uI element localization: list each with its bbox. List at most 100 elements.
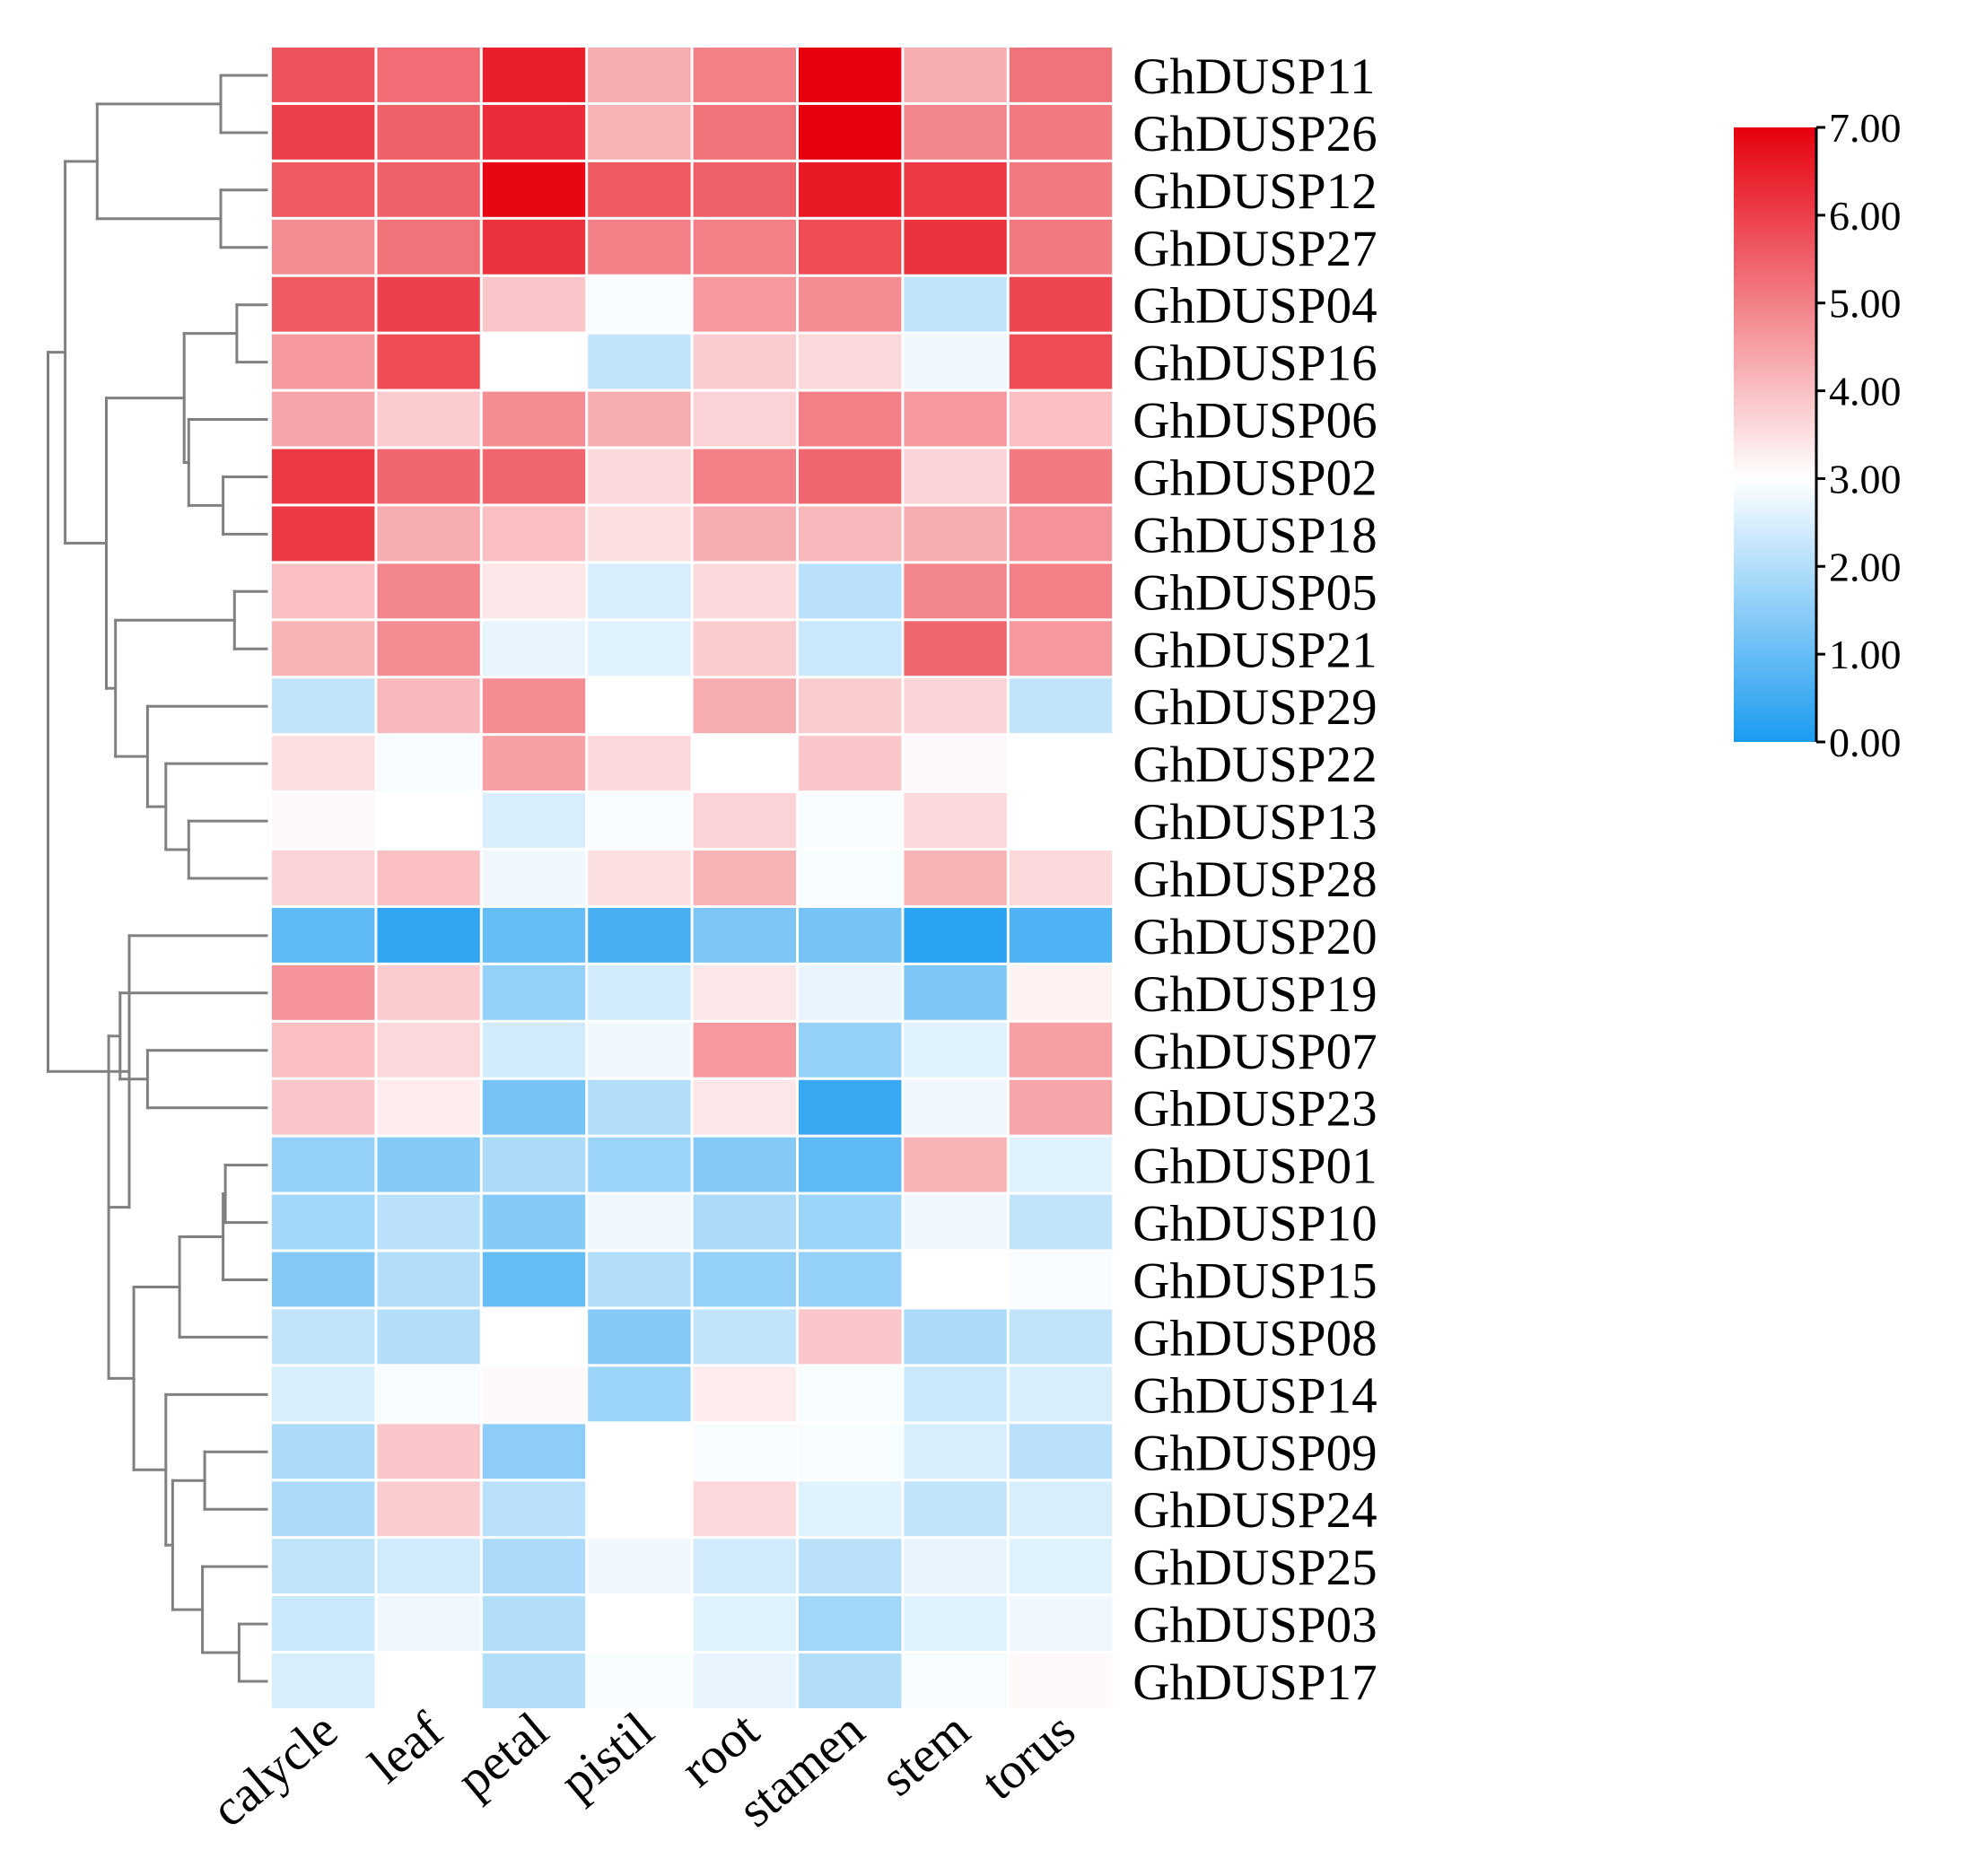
cell-ghdusp18-pistil <box>588 506 691 562</box>
cell-ghdusp29-calycle <box>272 678 375 734</box>
cell-ghdusp27-stamen <box>799 219 902 275</box>
cell-ghdusp22-stamen <box>799 736 902 791</box>
cell-ghdusp14-pistil <box>588 1366 691 1422</box>
cell-ghdusp20-stamen <box>799 907 902 963</box>
cell-ghdusp16-torus <box>1009 334 1113 389</box>
cell-ghdusp12-stem <box>904 161 1007 217</box>
cell-ghdusp24-calycle <box>272 1481 375 1537</box>
cell-ghdusp03-stem <box>904 1596 1007 1652</box>
cell-ghdusp12-stamen <box>799 161 902 217</box>
cell-ghdusp20-root <box>693 907 796 963</box>
cell-ghdusp07-leaf <box>377 1022 480 1078</box>
row-label-ghdusp10: GhDUSP10 <box>1133 1196 1377 1252</box>
cell-ghdusp07-petal <box>482 1022 586 1078</box>
cell-ghdusp01-torus <box>1009 1137 1113 1192</box>
cell-ghdusp02-petal <box>482 449 586 504</box>
cell-ghdusp23-torus <box>1009 1079 1113 1135</box>
cell-ghdusp16-calycle <box>272 334 375 389</box>
colorbar-tick-label-5: 5.00 <box>1829 281 1902 327</box>
cell-ghdusp09-stamen <box>799 1424 902 1479</box>
cell-ghdusp06-stamen <box>799 391 902 447</box>
cell-ghdusp10-calycle <box>272 1194 375 1250</box>
cell-ghdusp25-stamen <box>799 1539 902 1594</box>
cell-ghdusp21-root <box>693 621 796 676</box>
cell-ghdusp04-calycle <box>272 276 375 332</box>
cell-ghdusp21-pistil <box>588 621 691 676</box>
row-label-ghdusp20: GhDUSP20 <box>1133 909 1377 965</box>
col-label-torus: torus <box>971 1702 1086 1811</box>
cell-ghdusp17-root <box>693 1653 796 1708</box>
cell-ghdusp07-stamen <box>799 1022 902 1078</box>
cell-ghdusp27-root <box>693 219 796 275</box>
cell-ghdusp10-stem <box>904 1194 1007 1250</box>
col-label-calycle: calycle <box>201 1702 348 1838</box>
cell-ghdusp20-stem <box>904 907 1007 963</box>
cell-ghdusp07-calycle <box>272 1022 375 1078</box>
cell-ghdusp26-stamen <box>799 104 902 160</box>
cell-ghdusp21-torus <box>1009 621 1113 676</box>
row-label-ghdusp23: GhDUSP23 <box>1133 1081 1377 1138</box>
cell-ghdusp20-pistil <box>588 907 691 963</box>
cell-ghdusp01-leaf <box>377 1137 480 1192</box>
cell-ghdusp05-torus <box>1009 563 1113 619</box>
cell-ghdusp16-stamen <box>799 334 902 389</box>
row-label-ghdusp14: GhDUSP14 <box>1133 1367 1377 1424</box>
cell-ghdusp26-torus <box>1009 104 1113 160</box>
cell-ghdusp23-stem <box>904 1079 1007 1135</box>
row-label-ghdusp18: GhDUSP18 <box>1133 507 1377 563</box>
cell-ghdusp08-pistil <box>588 1309 691 1365</box>
cell-ghdusp15-pistil <box>588 1252 691 1307</box>
cell-ghdusp04-stamen <box>799 276 902 332</box>
cell-ghdusp09-root <box>693 1424 796 1479</box>
row-label-ghdusp01: GhDUSP01 <box>1133 1139 1377 1195</box>
cell-ghdusp02-calycle <box>272 449 375 504</box>
row-label-ghdusp24: GhDUSP24 <box>1133 1482 1377 1539</box>
cell-ghdusp10-root <box>693 1194 796 1250</box>
cell-ghdusp15-torus <box>1009 1252 1113 1307</box>
cell-ghdusp16-leaf <box>377 334 480 389</box>
cell-ghdusp06-stem <box>904 391 1007 447</box>
cell-ghdusp06-leaf <box>377 391 480 447</box>
cell-ghdusp24-pistil <box>588 1481 691 1537</box>
cell-ghdusp11-leaf <box>377 48 480 102</box>
cell-ghdusp10-torus <box>1009 1194 1113 1250</box>
cell-ghdusp02-stamen <box>799 449 902 504</box>
cell-ghdusp08-stem <box>904 1309 1007 1365</box>
cell-ghdusp26-stem <box>904 104 1007 160</box>
cell-ghdusp25-stem <box>904 1539 1007 1594</box>
cell-ghdusp24-root <box>693 1481 796 1537</box>
cell-ghdusp29-stem <box>904 678 1007 734</box>
cell-ghdusp05-stem <box>904 563 1007 619</box>
cell-ghdusp06-pistil <box>588 391 691 447</box>
cell-ghdusp28-stamen <box>799 851 902 905</box>
row-label-ghdusp15: GhDUSP15 <box>1133 1253 1377 1310</box>
cell-ghdusp19-petal <box>482 964 586 1020</box>
cell-ghdusp09-calycle <box>272 1424 375 1479</box>
cell-ghdusp14-stem <box>904 1366 1007 1422</box>
cell-ghdusp07-torus <box>1009 1022 1113 1078</box>
heatmap-cells <box>272 48 1113 1708</box>
cell-ghdusp01-stem <box>904 1137 1007 1192</box>
cell-ghdusp10-stamen <box>799 1194 902 1250</box>
row-label-ghdusp06: GhDUSP06 <box>1133 393 1377 449</box>
cell-ghdusp21-stamen <box>799 621 902 676</box>
cell-ghdusp16-stem <box>904 334 1007 389</box>
cell-ghdusp05-petal <box>482 563 586 619</box>
cell-ghdusp03-root <box>693 1596 796 1652</box>
row-label-ghdusp13: GhDUSP13 <box>1133 794 1377 851</box>
cell-ghdusp29-leaf <box>377 678 480 734</box>
colorbar: 0.00 1.00 2.00 3.00 4.00 5.00 6.00 7.00 <box>1734 105 1902 765</box>
cell-ghdusp09-petal <box>482 1424 586 1479</box>
cell-ghdusp06-petal <box>482 391 586 447</box>
cell-ghdusp05-pistil <box>588 563 691 619</box>
cell-ghdusp13-pistil <box>588 793 691 849</box>
row-label-ghdusp25: GhDUSP25 <box>1133 1540 1377 1596</box>
cell-ghdusp23-petal <box>482 1079 586 1135</box>
cell-ghdusp13-petal <box>482 793 586 849</box>
cell-ghdusp14-petal <box>482 1366 586 1422</box>
cell-ghdusp06-torus <box>1009 391 1113 447</box>
cell-ghdusp08-leaf <box>377 1309 480 1365</box>
cell-ghdusp04-petal <box>482 276 586 332</box>
cell-ghdusp23-calycle <box>272 1079 375 1135</box>
